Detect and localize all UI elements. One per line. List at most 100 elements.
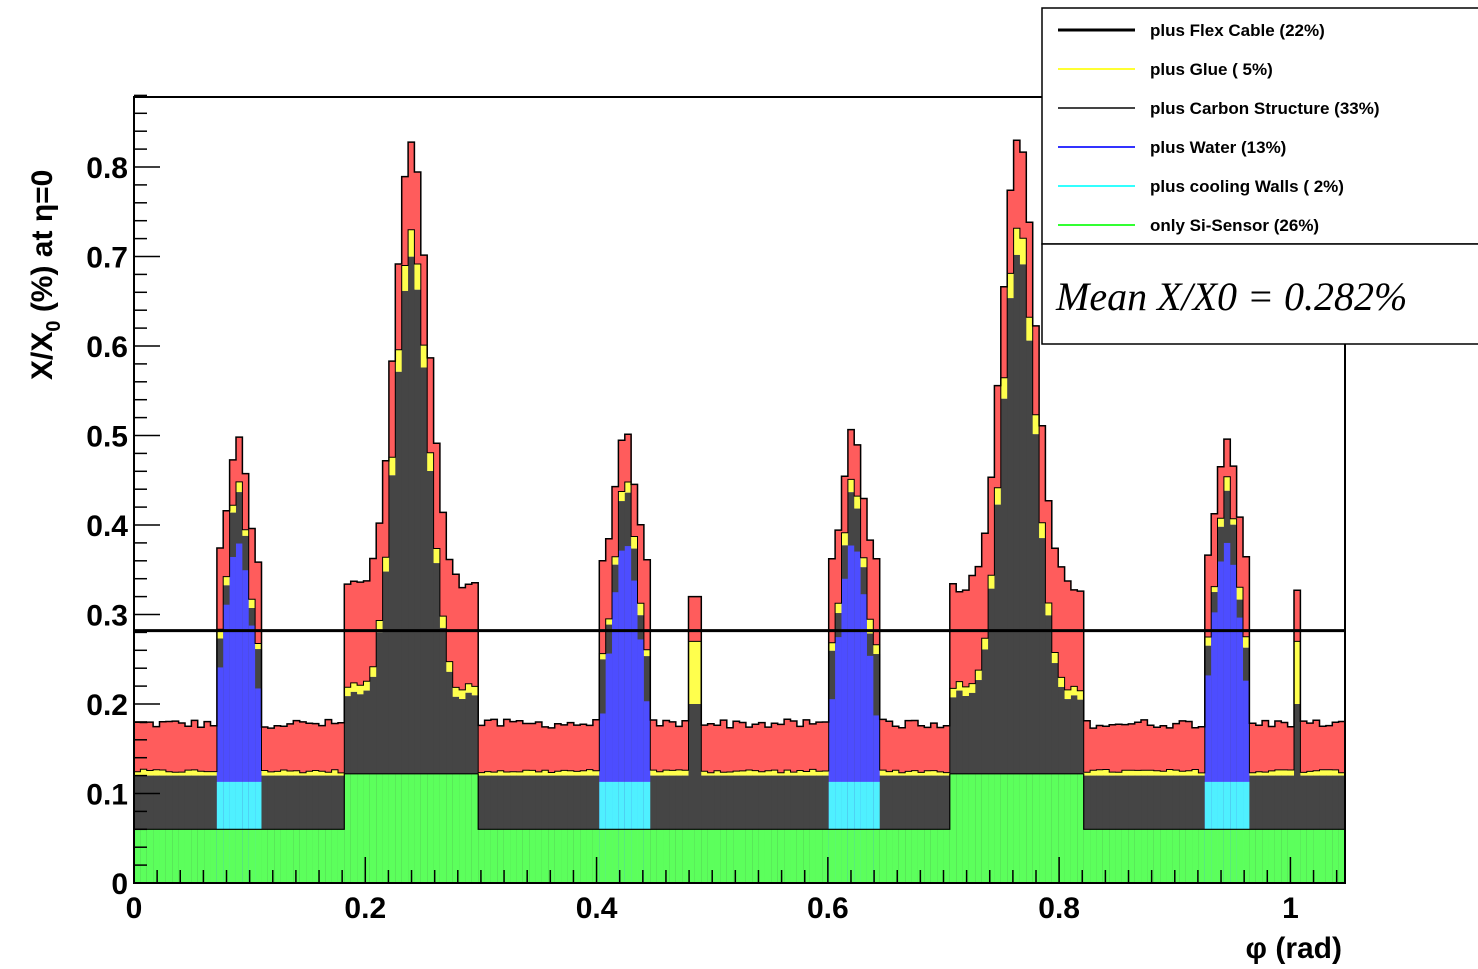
glue-bin [140,769,148,776]
flex-cable-bin [1039,425,1047,523]
flex-cable-bin [1217,466,1225,519]
flex-cable-bin [548,727,556,773]
glue-bin [280,770,288,776]
carbon-structure-bin [994,504,1002,883]
histogram-bin [911,720,919,883]
si-sensor-bin [1281,829,1289,883]
flex-cable-bin [835,530,843,604]
water-bin [235,543,243,883]
flex-cable-bin [599,560,607,654]
histogram-bin [1300,721,1308,883]
histogram-bin [1019,152,1027,884]
histogram-bin [707,723,715,883]
flex-cable-bin [267,728,275,772]
histogram-bin [809,723,817,883]
si-sensor-bin [146,829,154,883]
glue-bin [452,687,460,697]
histogram-bin [140,722,148,883]
histogram-bin [675,726,683,883]
water-bin [612,592,619,883]
flex-cable-bin [433,443,441,549]
si-sensor-bin [510,829,518,883]
glue-bin [1153,770,1161,776]
histogram-bin [503,719,511,883]
glue-bin [643,649,651,657]
flex-cable-bin [197,727,205,772]
flex-cable-bin [771,723,779,771]
glue-bin [1204,637,1212,646]
si-sensor-bin [905,829,913,883]
glue-bin [771,770,779,776]
glue-bin [879,770,887,776]
si-sensor-bin [981,773,989,883]
flex-cable-bin [1121,724,1129,771]
histogram-bin [529,723,537,883]
flex-cable-bin [1179,720,1187,772]
flex-cable-bin [612,486,619,557]
legend-box [1041,7,1478,245]
y-tick-label: 0 [111,868,128,901]
si-sensor-bin [650,829,658,883]
flex-cable-bin [134,722,141,772]
glue-bin [286,770,294,776]
si-sensor-bin [210,829,218,883]
glue-bin [153,769,161,776]
histogram-bin [714,725,721,883]
water-bin [866,655,874,883]
glue-bin [1332,769,1340,776]
x-tick-label: 0.8 [1038,892,1080,925]
glue-bin [752,770,760,776]
si-sensor-bin [216,829,224,883]
flex-cable-bin [1096,725,1104,770]
si-sensor-bin [261,829,269,883]
glue-bin [1198,772,1206,776]
histogram-bin [331,723,339,883]
glue-bin [1236,587,1244,600]
water-bin [637,639,645,883]
flex-cable-bin [1230,466,1238,519]
glue-bin [561,770,569,776]
si-sensor-bin [879,829,887,883]
histogram-bin [1141,719,1149,883]
flex-cable-bin [643,559,651,650]
si-sensor-bin [873,829,881,883]
histogram-bin [1109,724,1117,883]
si-sensor-bin [656,829,664,883]
flex-cable-bin [439,512,447,617]
flex-cable-bin [949,583,957,689]
si-sensor-bin [529,829,537,883]
si-sensor-bin [306,829,314,883]
flex-cable-bin [1306,723,1314,772]
flex-cable-bin [1026,222,1034,318]
si-sensor-bin [452,773,460,883]
x-tick-label: 0.6 [807,892,849,925]
carbon-structure-bin [694,704,702,883]
si-sensor-bin [771,829,779,883]
glue-bin [306,771,314,776]
glue-bin [1306,771,1314,776]
flex-cable-bin [529,723,537,771]
glue-bin [988,575,996,589]
mean-box: Mean X/X0 = 0.282% [1041,243,1478,345]
flex-cable-bin [344,584,352,688]
glue-bin [146,770,154,776]
flex-cable-bin [847,429,855,480]
carbon-structure-bin [1000,398,1008,883]
flex-cable-bin [1313,720,1321,771]
flex-cable-bin [516,720,524,772]
glue-bin [567,770,575,776]
histogram-bin [1032,325,1040,883]
legend-entry: only Si-Sensor (26%) [1058,216,1319,235]
si-sensor-bin [1109,829,1117,883]
flex-cable-bin [663,720,670,771]
glue-bin [197,771,205,776]
si-sensor-bin [752,829,760,883]
flex-cable-bin [1294,590,1301,642]
si-sensor-bin [1192,829,1200,883]
si-sensor-bin [229,829,237,883]
x-tick-label: 0.2 [344,892,386,925]
histogram-bin [1325,725,1333,883]
flex-cable-bin [1007,190,1015,274]
histogram-bin [216,547,224,883]
si-sensor-bin [854,829,862,883]
